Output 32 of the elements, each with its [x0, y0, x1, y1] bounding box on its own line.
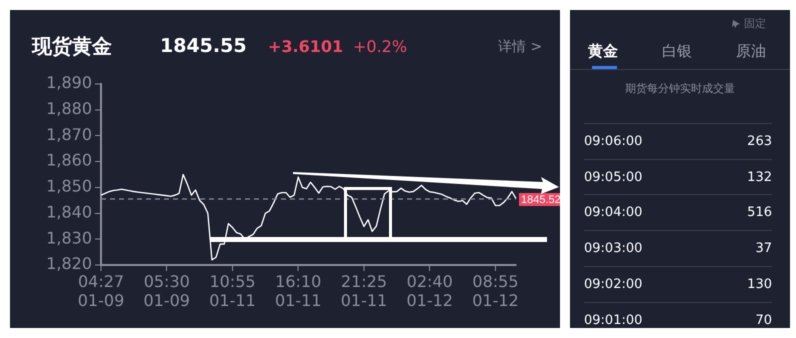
x-tick-label: 05:30 01-09	[143, 272, 190, 310]
text: 09:03:00 37	[584, 241, 772, 256]
text: +3.6101	[268, 37, 344, 56]
x-tick-label: 08:55 01-12	[472, 272, 519, 310]
y-tick-label: 1,860	[46, 150, 92, 170]
text: 09:04:00 516	[584, 205, 772, 220]
text: 1845.55	[160, 35, 247, 57]
y-tick-label: 1,890	[46, 73, 92, 92]
y-tick-label: 1,870	[46, 124, 92, 144]
text: 09:06:00 263	[584, 134, 772, 149]
ref-line-label: 1845.52	[521, 194, 561, 206]
text: +0.2%	[353, 37, 408, 56]
text: 白银	[662, 42, 692, 61]
y-tick-label: 1,880	[46, 99, 92, 118]
chart-title: 现货黄金	[32, 33, 112, 60]
text: 期货每分钟实时成交量	[624, 81, 736, 96]
text: 09:05:00 132	[584, 170, 772, 185]
x-tick-label: 21:25 01-11	[340, 272, 388, 310]
y-tick-label: 1,840	[46, 202, 92, 222]
text: 原油	[736, 42, 766, 61]
y-tick-label: 1,850	[46, 176, 92, 196]
text: 09:02:00 130	[584, 276, 772, 292]
text: 09:01:00 70	[584, 312, 772, 328]
text: 详情 >	[498, 38, 542, 56]
x-tick-label: 04:27 01-09	[78, 272, 124, 310]
text: 黄金	[588, 42, 618, 61]
x-tick-label: 16:10 01-11	[274, 272, 322, 310]
x-tick-label: 02:40 01-12	[406, 272, 453, 310]
y-tick-label: 1,820	[46, 254, 92, 274]
x-tick-label: 10:55 01-11	[209, 272, 256, 310]
y-tick-label: 1,830	[46, 228, 92, 248]
text: 固定	[744, 16, 766, 31]
